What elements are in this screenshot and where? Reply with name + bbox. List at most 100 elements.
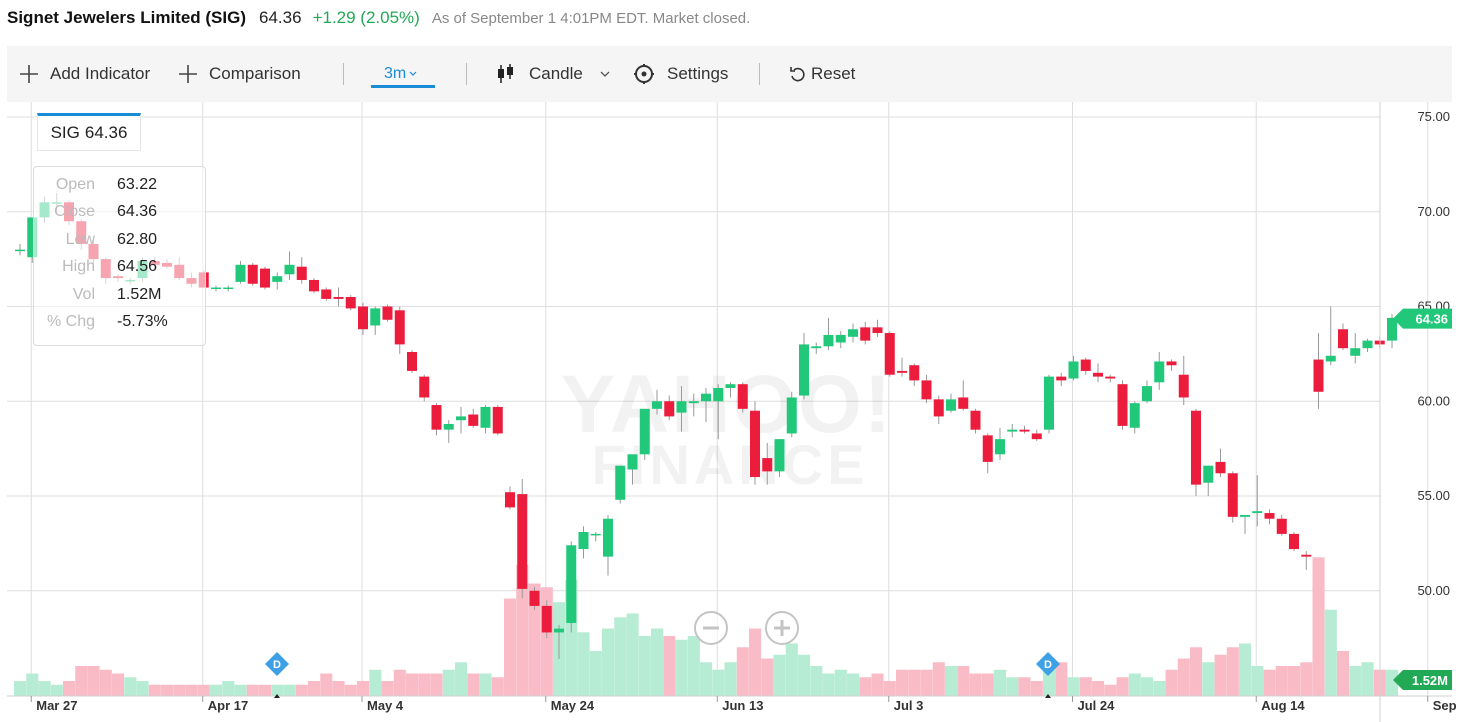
candle: [1080, 357, 1091, 375]
range-selector[interactable]: 3m: [384, 46, 417, 102]
volume-bar: [773, 654, 786, 696]
volume-bar: [871, 673, 884, 696]
watermark-line1: YAHOO!: [561, 359, 893, 450]
ohlc-panel: Open 63.22 Close 64.36 Low 62.80 High 64.56 Vol 1…: [33, 166, 206, 346]
volume-bar: [810, 666, 823, 696]
candle: [407, 350, 417, 373]
volume-bar: [357, 681, 370, 696]
volume-bar: [1177, 658, 1190, 696]
volume-bar: [516, 564, 529, 696]
candle: [554, 624, 564, 659]
reset-icon: [789, 65, 805, 83]
volume-bar: [504, 598, 517, 696]
candle: [1019, 425, 1030, 434]
volume-bar: [259, 684, 272, 696]
volume-bar: [1300, 662, 1313, 696]
candle: [505, 486, 515, 510]
candle: [272, 272, 283, 290]
zoom-out-button[interactable]: [694, 611, 728, 645]
volume-bar: [99, 669, 112, 696]
volume-bar: [1190, 647, 1203, 696]
volume-bar: [430, 673, 443, 696]
candle: [921, 374, 932, 404]
candle: [1117, 380, 1128, 430]
volume-bar: [393, 669, 406, 696]
ohlc-row: Open 63.22: [34, 176, 205, 203]
candle: [676, 386, 687, 432]
comparison-label: Comparison: [209, 64, 301, 83]
symbol-tab[interactable]: SIG 64.36: [37, 113, 141, 151]
candle: [1007, 423, 1018, 438]
candle: [1227, 471, 1238, 523]
candle: [1240, 514, 1250, 534]
candle: [1276, 514, 1287, 536]
y-tick-label: 70.00: [1417, 204, 1450, 219]
candle: [15, 243, 25, 256]
volume-bar: [1079, 677, 1092, 696]
volume-bar: [761, 658, 774, 696]
volume-bar: [148, 684, 161, 696]
candle: [860, 321, 871, 345]
zoom-in-button[interactable]: [765, 611, 799, 645]
y-tick-label: 55.00: [1417, 488, 1450, 503]
candle: [1142, 380, 1152, 404]
volume-bar: [442, 669, 455, 696]
comparison-button[interactable]: Comparison: [178, 46, 301, 102]
volume-bar: [1324, 609, 1337, 696]
ohlc-value: 1.52M: [117, 285, 162, 303]
volume-bar: [847, 673, 860, 696]
dividend-marker-icon[interactable]: D: [265, 652, 289, 676]
toolbar-divider: [343, 63, 344, 85]
candle: [774, 439, 785, 478]
volume-bar: [1288, 666, 1301, 696]
candle: [235, 261, 246, 284]
chart-canvas[interactable]: YAHOO! FINANCE 75.0070.0065.0060.0055.00…: [0, 102, 1459, 722]
price-change: +1.29 (2.05%): [312, 8, 420, 27]
candle: [664, 395, 675, 421]
add-indicator-button[interactable]: Add Indicator: [19, 46, 150, 102]
volume-bar: [1141, 677, 1154, 696]
volume-bar: [1067, 677, 1080, 696]
chart-type-selector[interactable]: Candle: [496, 46, 610, 102]
candle: [615, 465, 626, 504]
settings-button[interactable]: Settings: [633, 46, 728, 102]
ohlc-label: Low: [65, 230, 95, 248]
ohlc-value: 62.80: [117, 230, 158, 248]
volume-bar: [1275, 666, 1288, 696]
candle: [713, 384, 724, 440]
x-tick-label: Jul 24: [1078, 698, 1116, 713]
volume-bar: [1153, 681, 1166, 696]
volume-bar: [161, 684, 174, 696]
candle: [750, 401, 760, 485]
candle: [517, 478, 528, 599]
volume-bar: [798, 654, 811, 696]
dividend-marker-icon[interactable]: D: [1036, 652, 1060, 676]
candle: [970, 408, 981, 434]
ohlc-row: Close 64.36: [34, 203, 205, 230]
candle: [1313, 333, 1324, 409]
ohlc-label: High: [62, 258, 95, 276]
candle: [1154, 351, 1165, 390]
volume-bar: [14, 681, 27, 696]
reset-button[interactable]: Reset: [789, 46, 855, 102]
volume-bar: [859, 677, 872, 696]
volume-bar: [651, 628, 664, 696]
x-tick-label: May 4: [367, 698, 404, 713]
ohlc-value: 63.22: [117, 176, 158, 193]
candle: [590, 532, 601, 542]
volume-bar: [896, 669, 909, 696]
candle: [762, 442, 773, 485]
ohlc-label: % Chg: [46, 313, 95, 330]
candle: [884, 331, 895, 377]
candle: [566, 541, 577, 633]
dividend-marker-label: D: [1044, 659, 1052, 671]
candle: [725, 382, 736, 398]
volume-bar: [344, 684, 357, 696]
candle: [492, 405, 503, 436]
candle: [27, 217, 38, 263]
volume-bar: [675, 639, 688, 696]
volume-bar: [1006, 677, 1019, 696]
price-chart[interactable]: YAHOO! FINANCE 75.00 70.00 65.00 60.00 55.00…: [0, 102, 1459, 722]
